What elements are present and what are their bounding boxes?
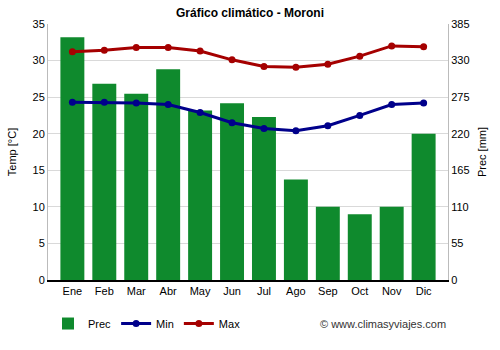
svg-text:Temp [°C]: Temp [°C] [6,128,18,176]
svg-text:15: 15 [33,164,45,176]
svg-text:330: 330 [451,54,469,66]
svg-text:5: 5 [39,237,45,249]
svg-text:Dic: Dic [416,285,432,297]
svg-text:110: 110 [451,201,469,213]
svg-text:55: 55 [451,237,463,249]
svg-text:Prec [mm]: Prec [mm] [476,127,488,177]
svg-text:0: 0 [451,274,457,286]
svg-text:Mar: Mar [127,285,146,297]
svg-text:0: 0 [39,274,45,286]
svg-text:20: 20 [33,128,45,140]
svg-text:Prec: Prec [88,318,111,330]
svg-text:385: 385 [451,18,469,30]
svg-text:Nov: Nov [382,285,402,297]
svg-text:Sep: Sep [318,285,338,297]
svg-text:220: 220 [451,128,469,140]
svg-text:35: 35 [33,18,45,30]
svg-text:Ago: Ago [286,285,306,297]
svg-text:25: 25 [33,91,45,103]
svg-text:Gráfico climático - Moroni: Gráfico climático - Moroni [176,6,324,20]
svg-text:© www.climasyviajes.com: © www.climasyviajes.com [320,318,446,330]
svg-text:30: 30 [33,54,45,66]
svg-text:10: 10 [33,201,45,213]
svg-text:Max: Max [219,318,240,330]
svg-text:275: 275 [451,91,469,103]
svg-text:165: 165 [451,164,469,176]
svg-text:Feb: Feb [95,285,114,297]
svg-text:Min: Min [156,318,174,330]
svg-text:Jul: Jul [257,285,271,297]
svg-text:Oct: Oct [351,285,368,297]
svg-text:May: May [190,285,211,297]
svg-text:Abr: Abr [160,285,177,297]
svg-text:Ene: Ene [63,285,83,297]
svg-text:Jun: Jun [223,285,241,297]
